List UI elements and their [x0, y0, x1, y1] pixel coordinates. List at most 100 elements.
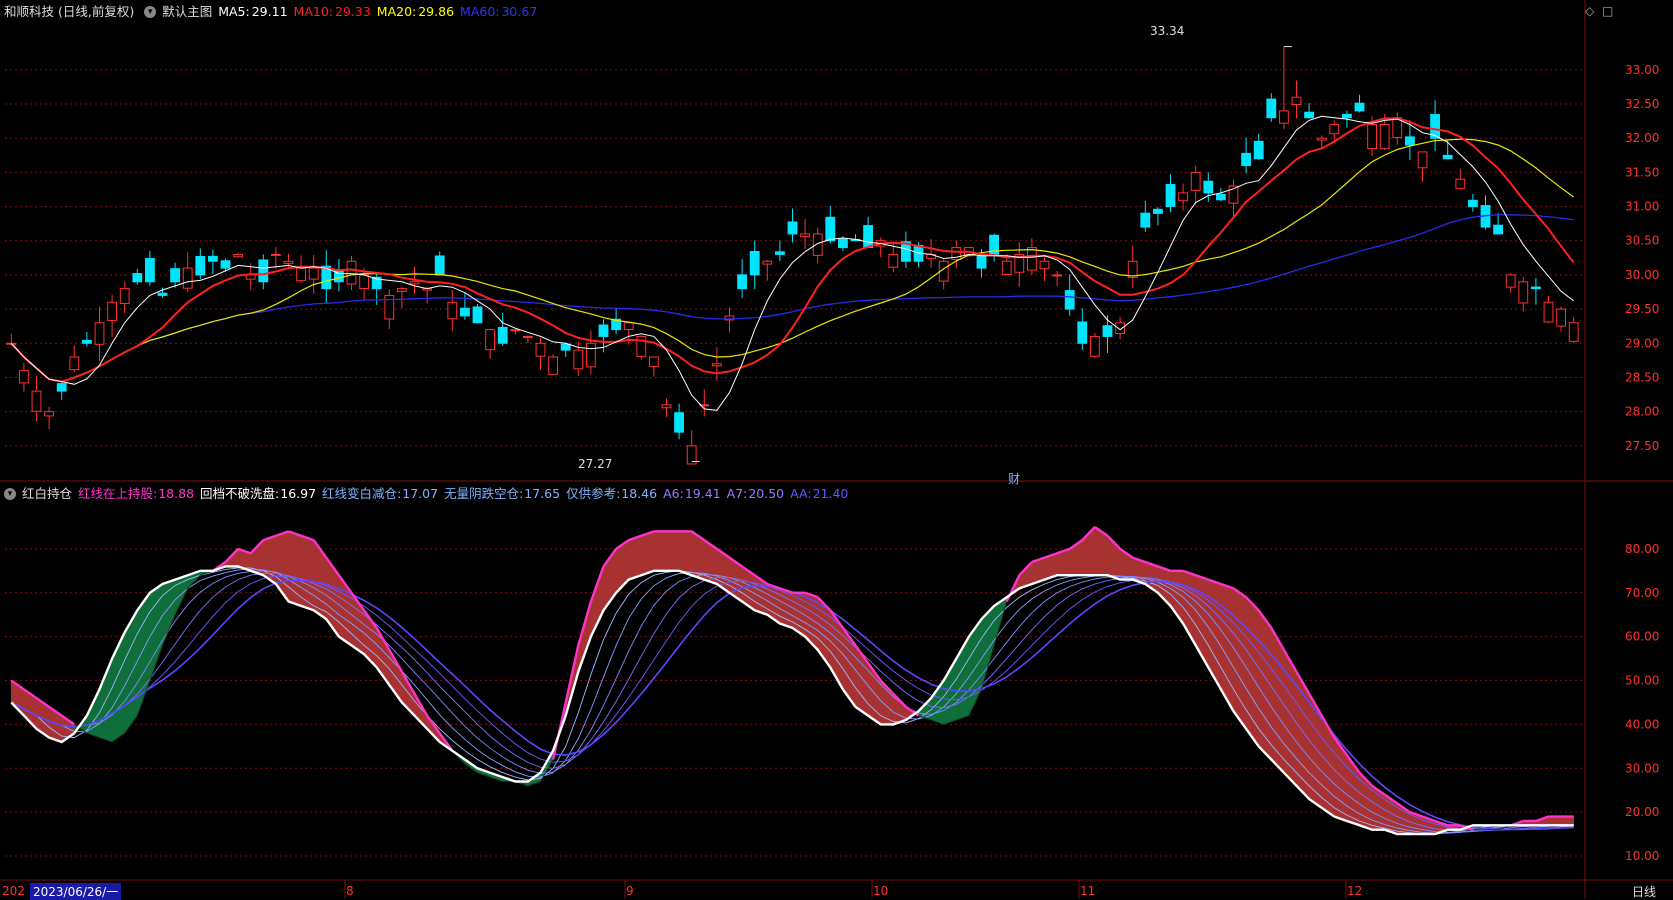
red-line-segment [1396, 802, 1411, 814]
candle-body [661, 404, 672, 409]
financial-report-marker[interactable]: 财 [1008, 472, 1021, 486]
red-line-segment [691, 530, 705, 542]
candle-body [837, 238, 848, 249]
red-line-segment [1282, 649, 1298, 673]
ma5-line [10, 115, 1575, 411]
candle-body [1241, 152, 1252, 167]
red-line-segment [640, 530, 655, 537]
candle-body [308, 267, 319, 280]
y-tick-label: 32.00 [1625, 131, 1659, 145]
candle-body [1467, 199, 1478, 208]
red-line-segment [564, 645, 580, 703]
month-label: 8 [346, 884, 354, 898]
ma10-value: 29.33 [334, 4, 371, 19]
candle-body [1052, 274, 1063, 277]
red-line-segment [716, 547, 731, 559]
red-line-segment [1308, 693, 1323, 717]
red-line-segment [312, 539, 328, 559]
red-line-segment [930, 719, 944, 725]
red-line-segment [766, 582, 781, 590]
low-price-label: 27.27 [578, 457, 613, 471]
red-line-segment [300, 534, 315, 542]
red-line-segment [1384, 793, 1398, 805]
candle-body [1127, 260, 1138, 279]
band-line [11, 572, 1574, 832]
hold-zone [288, 530, 302, 607]
candle-body [535, 342, 546, 357]
candle-body [1354, 102, 1365, 112]
candle-body [245, 274, 256, 280]
candle-body [31, 390, 42, 412]
candle-body [1140, 212, 1151, 228]
hold-zone [1548, 816, 1562, 826]
month-label: 10 [873, 884, 889, 898]
period-tab[interactable]: 日线 [1632, 885, 1657, 899]
candle-body [1165, 183, 1176, 208]
red-line-segment [1119, 547, 1134, 559]
ind-7-value: 20.50 [748, 486, 785, 501]
candle-body [346, 260, 357, 285]
ind-7-label: A7: [726, 486, 748, 501]
candle-body [1102, 325, 1113, 337]
candle-body [1215, 193, 1226, 201]
hold-zone [779, 587, 793, 629]
ma10-line [10, 117, 1575, 383]
y-tick-label: 31.00 [1625, 200, 1659, 214]
red-line-segment [464, 763, 478, 774]
band-line [11, 570, 1574, 833]
ma10-label: MA10: [293, 4, 333, 19]
candle-body [1001, 260, 1012, 275]
candle-body [497, 326, 508, 344]
candle-body [434, 255, 445, 276]
y-tick-label: 29.00 [1625, 336, 1659, 350]
candle-body [1430, 114, 1441, 139]
ind-6-value: 19.41 [684, 486, 721, 501]
red-line-segment [1132, 556, 1146, 564]
candle-body [170, 268, 181, 283]
red-line-segment [61, 714, 75, 726]
red-line-segment [249, 539, 265, 555]
candle-body [157, 292, 168, 296]
red-line-segment [325, 556, 340, 576]
red-line-segment [124, 715, 138, 734]
candle-body [1442, 154, 1453, 160]
ind-5-label: 仅供参考: [566, 486, 621, 501]
candle-body [107, 301, 118, 321]
chevron-down-icon[interactable]: ▾ [144, 6, 157, 18]
ma20-line [10, 138, 1575, 383]
candle-body [686, 445, 697, 465]
candle-body [749, 250, 760, 276]
red-line-segment [426, 714, 441, 734]
collapse-icon[interactable]: ▾ [4, 488, 16, 500]
candle-body [724, 315, 735, 321]
red-line-segment [754, 574, 768, 585]
red-line-segment [1069, 539, 1083, 550]
candle-body [220, 260, 231, 269]
hold-zone [678, 531, 693, 576]
red-line-segment [86, 732, 100, 739]
ind-8-value: 21.40 [812, 486, 849, 501]
candle-body [1039, 260, 1050, 270]
square-icon[interactable]: □ [1602, 4, 1614, 18]
candle-body [774, 251, 785, 255]
ma5-value: 29.11 [251, 4, 288, 19]
y-tick-label: 60.00 [1625, 630, 1659, 644]
candle-body [1530, 286, 1541, 290]
red-line-segment [540, 759, 554, 782]
indicator-header: ▾ 红白持仓 红线在上持股: 18.88 回档不破洗盘: 16.97 红线变白减仓:… [0, 484, 848, 504]
red-line-segment [1434, 819, 1449, 827]
candle-body [447, 301, 458, 320]
candle-body [132, 273, 143, 283]
candle-body [283, 260, 294, 265]
candle-body [1266, 98, 1277, 119]
candle-body [409, 281, 420, 285]
diamond-icon[interactable]: ◇ [1585, 4, 1595, 18]
candle-body [1026, 247, 1037, 271]
candle-body [1505, 274, 1516, 288]
template-name[interactable]: 默认主图 [162, 4, 213, 19]
red-line-segment [1333, 736, 1348, 756]
ma20-label: MA20: [376, 4, 417, 19]
indicator-name[interactable]: 红白持仓 [22, 486, 73, 501]
red-line-segment [1295, 671, 1311, 695]
